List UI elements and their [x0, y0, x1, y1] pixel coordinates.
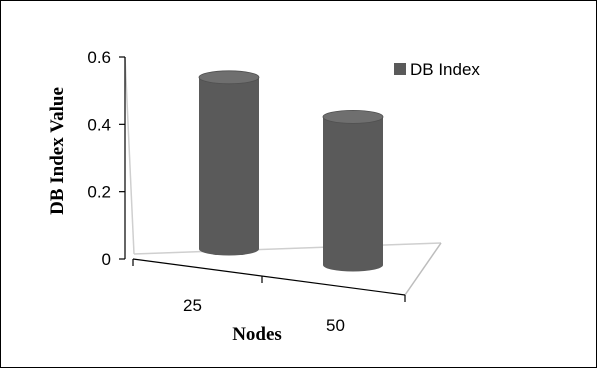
x-axis-title: Nodes [232, 324, 282, 345]
bar-body [199, 77, 259, 256]
x-tick-label-50: 50 [326, 316, 345, 335]
bar-top [322, 109, 384, 124]
x-tick-label-25: 25 [183, 296, 202, 315]
y-tick-label: 0.2 [87, 183, 111, 202]
legend-label: DB Index [410, 60, 480, 79]
floor-back-edge [133, 242, 442, 255]
y-axis-title: DB Index Value [47, 87, 68, 215]
floor-right-edge [404, 242, 442, 296]
y-tick-label: 0.4 [87, 115, 111, 134]
legend-swatch [394, 63, 406, 75]
back-wall-left-edge [124, 56, 135, 255]
y-tick-label: 0.6 [87, 48, 111, 67]
bar-50 [322, 109, 384, 272]
y-axis-ticks: 0 0.2 0.4 0.6 [87, 48, 125, 269]
bar-body [323, 116, 383, 272]
bars [198, 70, 384, 272]
y-tick-label: 0 [102, 250, 111, 269]
x-axis-line [132, 258, 406, 296]
bar-25 [198, 70, 260, 256]
bar-top [198, 70, 260, 85]
